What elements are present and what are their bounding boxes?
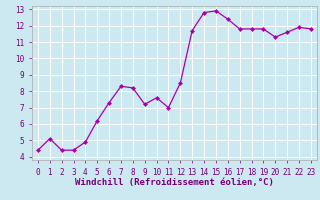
X-axis label: Windchill (Refroidissement éolien,°C): Windchill (Refroidissement éolien,°C) — [75, 178, 274, 187]
